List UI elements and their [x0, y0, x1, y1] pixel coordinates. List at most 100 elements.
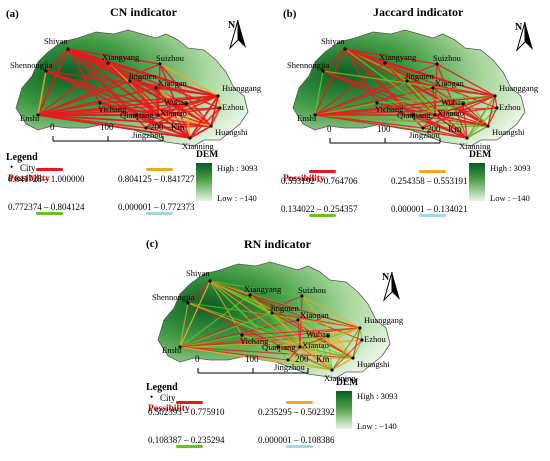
- city-label: Wuhan: [441, 97, 466, 107]
- connection-line: [145, 95, 219, 129]
- city-label: Wuhan: [164, 97, 189, 107]
- connection-line: [157, 114, 212, 127]
- city-point: [431, 86, 435, 90]
- connection-line: [412, 95, 496, 116]
- city-point: [465, 136, 469, 140]
- connection-line: [187, 302, 301, 348]
- panel-title: Jaccard indicator: [373, 5, 464, 19]
- connection-line: [406, 80, 489, 127]
- city-point: [435, 62, 439, 66]
- connection-line: [384, 62, 489, 127]
- legend-swatch: [419, 170, 446, 173]
- city-point: [66, 47, 70, 51]
- connection-line: [129, 80, 159, 116]
- connection-line: [107, 62, 219, 97]
- city-label: Jingzhou: [274, 362, 305, 372]
- dem-color-ramp: [196, 163, 212, 201]
- panel-tag: (b): [283, 8, 297, 20]
- connection-line: [376, 95, 496, 104]
- connection-line: [434, 114, 468, 139]
- connection-line: [434, 95, 496, 116]
- city-label: Jingzhou: [409, 130, 440, 140]
- scalebar-unit: Km: [316, 354, 330, 364]
- connection-line: [107, 62, 159, 116]
- city-point: [209, 124, 213, 128]
- connection-line: [384, 62, 496, 97]
- city-point: [405, 79, 409, 83]
- connection-line: [129, 80, 212, 127]
- legend-swatch: [309, 214, 336, 217]
- connection-line: [209, 280, 303, 297]
- scalebar-unit: Km: [171, 122, 185, 132]
- connection-line: [422, 95, 496, 129]
- connection-line: [331, 339, 363, 371]
- city-label: Shennongjia: [10, 60, 53, 70]
- legend-range: 0.108387 – 0.235294: [148, 435, 225, 445]
- panel-tag: (c): [146, 238, 159, 250]
- connection-line: [179, 312, 273, 348]
- connection-line: [314, 70, 324, 116]
- city-label: Jingmen: [270, 303, 299, 313]
- connection-line: [327, 335, 354, 359]
- legend-range: 0.134022 – 0.254357: [281, 204, 358, 214]
- panel-tag: (a): [6, 8, 19, 20]
- city-label: Xianning: [182, 141, 214, 151]
- connection-line: [299, 295, 303, 348]
- legend-swatch: [146, 212, 173, 215]
- connection-line: [359, 327, 363, 341]
- legend-range: 0.772374 – 0.804124: [8, 202, 85, 212]
- city-point: [36, 113, 40, 117]
- connection-line: [157, 95, 219, 116]
- connection-line: [406, 80, 436, 116]
- map-group: [292, 29, 526, 147]
- city-point: [321, 69, 325, 73]
- scale-bar: [197, 368, 309, 374]
- scale-bar: [52, 136, 164, 142]
- connection-line: [159, 63, 219, 97]
- connection-line: [434, 114, 489, 127]
- connection-line: [179, 294, 251, 348]
- city-label: Yichang: [98, 104, 127, 114]
- hubei-map: [292, 29, 526, 147]
- connection-line: [45, 70, 212, 127]
- city-label: Jingmen: [128, 71, 157, 81]
- city-label: Huanggang: [499, 83, 539, 93]
- panel-jaccard: (b) Jaccard indicator N Shiyan Xiangyang S…: [275, 0, 550, 230]
- connection-line: [189, 125, 212, 139]
- connection-line: [487, 95, 496, 127]
- city-label: Huanggang: [364, 315, 404, 325]
- connection-line: [37, 114, 191, 139]
- city-label: Shiyan: [44, 36, 68, 46]
- city-point: [270, 311, 274, 315]
- connection-line: [314, 114, 468, 139]
- city-point: [188, 136, 192, 140]
- connection-line: [179, 302, 189, 348]
- city-point: [98, 101, 102, 105]
- city-point: [156, 113, 160, 117]
- city-label: Xiantao: [302, 340, 329, 350]
- connection-line: [301, 295, 354, 359]
- city-label: Xiantao: [160, 108, 187, 118]
- connection-line: [314, 48, 346, 116]
- city-label: Wuhan: [306, 329, 331, 339]
- city-point: [343, 47, 347, 51]
- city-label: Yichang: [375, 104, 404, 114]
- scalebar-tick: 0: [195, 354, 200, 364]
- connection-line: [37, 70, 47, 116]
- north-arrow-shape: [228, 19, 246, 50]
- legend-range: 0.804125 – 0.841727: [118, 174, 195, 184]
- connection-line: [352, 327, 361, 359]
- city-label: Huangshi: [357, 359, 390, 369]
- city-point: [383, 61, 387, 65]
- city-point: [186, 301, 190, 305]
- connection-line: [37, 62, 109, 116]
- city-label: Ezhou: [499, 102, 521, 112]
- legend-swatch: [146, 168, 173, 171]
- connection-line: [99, 102, 159, 116]
- connection-line: [301, 295, 361, 329]
- legend-range: 0.553192 – 0.764706: [281, 176, 358, 186]
- connection-line: [422, 114, 436, 129]
- city-label: Xiaogan: [158, 78, 187, 88]
- connection-line: [436, 63, 496, 97]
- connection-line: [37, 48, 69, 116]
